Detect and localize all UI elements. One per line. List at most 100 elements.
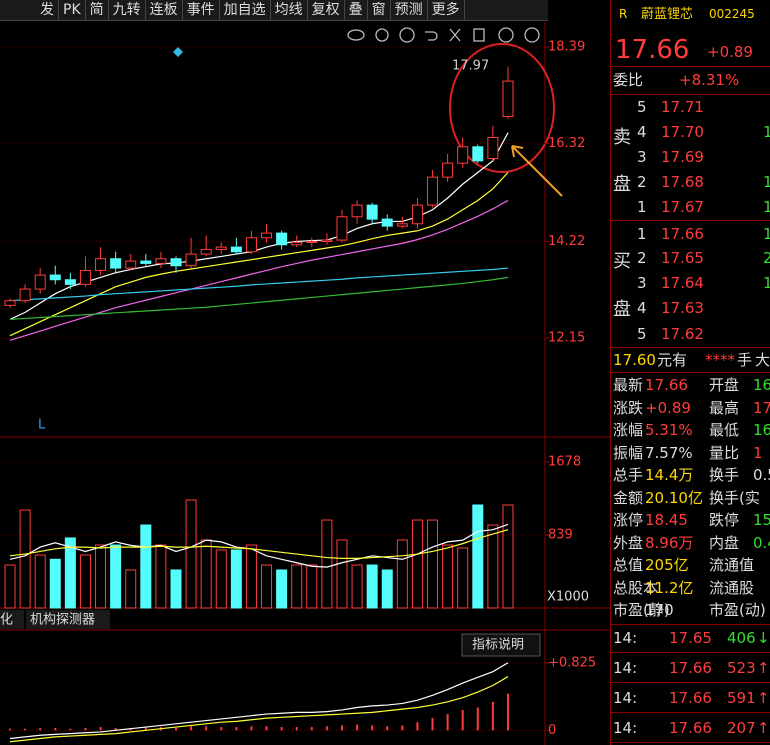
candle-body [79,269,91,285]
volume-bar [4,564,16,609]
divider [611,66,770,67]
price-change: +0.89 [707,42,753,61]
toolbar-button[interactable]: 加自选 [220,0,271,20]
stat-value: 5.31% [645,421,693,439]
weibi-value: +8.31% [679,71,740,89]
stat-value: 15 [753,511,770,529]
stat-value: +0.89 [645,398,691,417]
toolbar-button[interactable]: 连板 [146,0,183,20]
volume-bar [79,554,91,609]
toolbar-button[interactable]: 更多 [428,0,465,20]
candle-body [230,246,242,253]
volume-bar [140,524,152,609]
level: 4 [637,123,647,141]
volume-bar [245,544,257,609]
highlight-circle [449,43,555,173]
order-price: 17.66 [661,225,704,243]
big-order-price: 17.60 [613,351,656,369]
order-size: 1 [763,173,770,191]
level: 4 [637,299,647,317]
toolbar-button[interactable]: 事件 [183,0,220,20]
stat-value: 170 [645,601,674,619]
divider [611,624,770,625]
order-size: 1 [763,274,770,292]
candle-body [336,216,348,241]
max-label: 17.97 [452,59,489,74]
order-price: 17.62 [661,325,704,343]
tab[interactable] [0,610,24,629]
stat-label: 市盈(动) [709,601,766,619]
stat-label: 内盘 [709,533,740,552]
candle-body [155,258,167,264]
toolbar-button[interactable]: 九转 [109,0,146,20]
candle-body [200,248,212,255]
candle-body [245,237,257,253]
trade-time: 14: [613,689,638,707]
candle-body [140,260,152,264]
divider [611,652,770,653]
toolbar-button[interactable]: 窗 [368,0,391,20]
y-tick-label: 1678 [548,455,581,470]
stat-label: 流通值 [709,556,755,574]
stat-label: 涨跌 [613,398,644,417]
toolbar-button[interactable]: 预测 [391,0,428,20]
tab-label[interactable]: 机构探测器 [30,613,95,628]
order-size: 2 [763,249,770,267]
tab-label[interactable]: 化 [0,613,13,628]
volume-bar [230,549,242,609]
toolbar-button[interactable]: 简 [86,0,109,20]
volume-bar [276,569,288,609]
trade-volume: 591 [727,689,756,707]
volume-bar [291,564,303,609]
indicator-line [9,662,509,740]
trade-time: 14: [613,629,638,647]
volume-bar [261,564,273,609]
volume-bar [110,544,122,609]
divider [611,682,770,683]
stat-label: 换手 [709,466,740,484]
candle-body [442,162,454,178]
candle-body [411,204,423,225]
volume-bar [170,569,182,609]
toolbar-button[interactable]: 复权 [308,0,345,20]
toolbar-button[interactable]: PK [59,0,86,20]
candle-body [49,274,61,281]
stat-label: 最高 [709,398,740,417]
candle-body [457,146,469,164]
stat-label: 外盘 [613,533,644,552]
volume-bar [49,558,61,609]
volume-bar [442,544,454,609]
y-tick-label: 12.15 [548,331,585,346]
stat-label: 量比 [709,443,740,462]
trade-price: 17.65 [669,629,712,647]
level: 2 [637,249,647,267]
candle-body [306,240,318,243]
stat-label: 涨幅 [613,421,644,439]
event-marker [173,47,183,57]
volume-bar [351,564,363,609]
tab[interactable] [26,610,110,629]
stat-value: 8.96万 [645,533,694,552]
big-order-hand: 手 [737,351,753,369]
stat-label: 最低 [709,421,740,439]
toolbar-button[interactable]: 发 [36,0,59,20]
indicator-button[interactable] [461,633,541,657]
stat-label: 跌停 [709,511,740,529]
y-tick-label: +0.825 [548,656,596,671]
divider [611,94,770,95]
toolbar-button[interactable]: 叠 [345,0,368,20]
volume-bar [427,519,439,609]
trade-arrow: ↑ [757,659,770,677]
volume-bar [336,539,348,609]
side-label: 买 [613,251,631,272]
stat-value: 7.57% [645,443,693,462]
ma-line [9,267,509,302]
toolbar-button[interactable]: 均线 [271,0,308,20]
stat-label: 总手 [613,466,644,484]
candle-body [185,253,197,267]
weibi-label: 委比 [613,71,644,89]
order-price: 17.71 [661,98,704,116]
volume-bar [457,547,469,609]
volume-bar [125,569,137,609]
indicator-button-label[interactable]: 指标说明 [472,638,524,653]
